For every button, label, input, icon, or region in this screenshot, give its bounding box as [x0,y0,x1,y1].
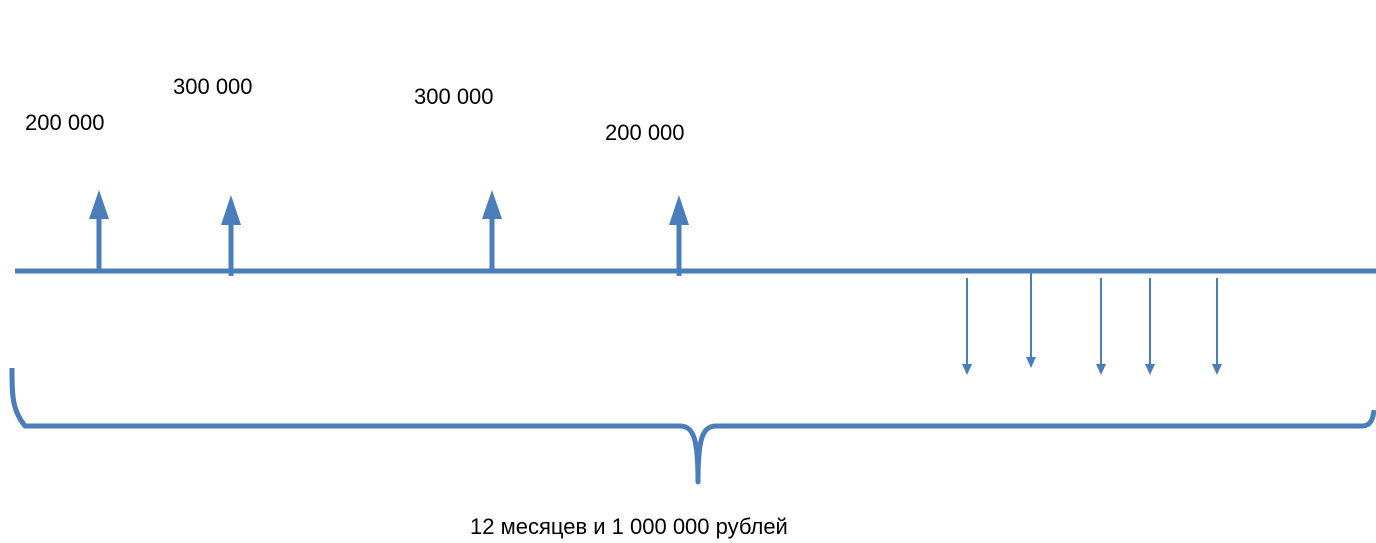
inflow-arrow [482,190,502,271]
period-brace [9,367,1376,485]
outflow-arrow [1145,278,1155,375]
inflow-amount-label: 200 000 [605,120,685,145]
inflow-amount-label: 200 000 [25,110,105,135]
period-caption: 12 месяцев и 1 000 000 рублей [470,514,788,539]
outflow-arrow [962,278,972,375]
inflow-amount-label: 300 000 [173,74,253,99]
outflow-arrow [1026,272,1036,368]
inflow-arrow [669,195,689,276]
outflow-arrow [1212,278,1222,375]
inflow-arrow [89,190,109,271]
inflow-arrow [221,195,241,276]
outflow-arrow [1096,278,1106,375]
inflow-amount-label: 300 000 [414,84,494,109]
